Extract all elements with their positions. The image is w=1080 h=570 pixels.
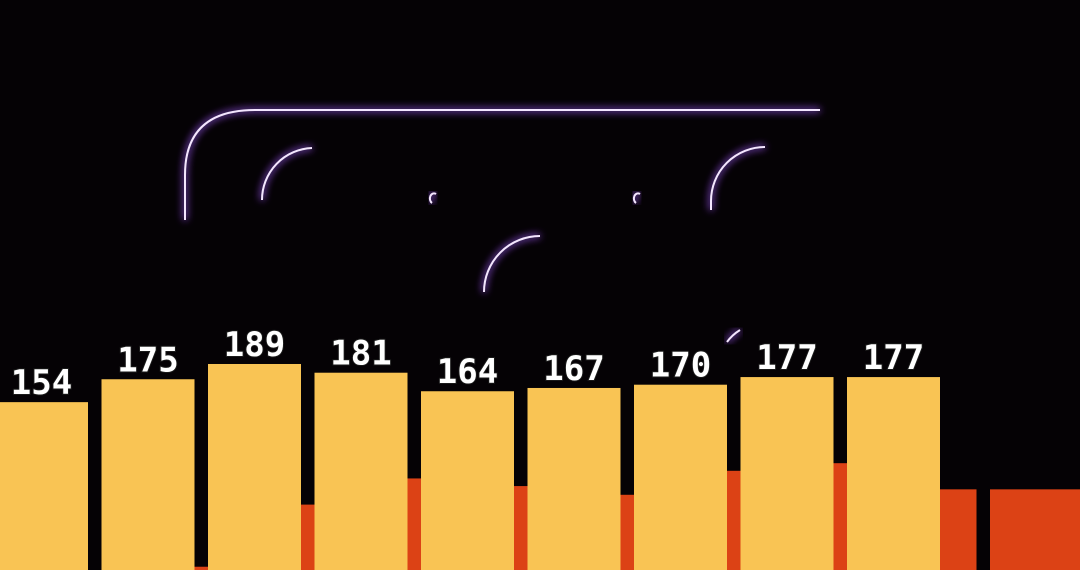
data-label-9: 177 bbox=[863, 338, 924, 378]
rink-faceoff-circle-right bbox=[710, 146, 766, 210]
hockey-rink-outline bbox=[184, 109, 820, 343]
data-label-2: 175 bbox=[117, 340, 178, 380]
data-label-1: 154 bbox=[11, 363, 72, 403]
front-bar-4 bbox=[314, 372, 408, 570]
front-bar-8 bbox=[740, 377, 834, 570]
front-bar-9 bbox=[847, 377, 940, 570]
data-label-8: 177 bbox=[756, 338, 817, 378]
front-bar-3 bbox=[208, 363, 301, 570]
data-label-3: 189 bbox=[224, 325, 285, 365]
data-labels: 154 175 189 181 164 167 170 177 177 bbox=[10, 324, 925, 404]
data-label-5: 164 bbox=[437, 352, 498, 392]
rink-faceoff-circle-center bbox=[483, 235, 541, 293]
rink-crease-arc bbox=[726, 329, 741, 343]
front-series bbox=[0, 363, 940, 570]
front-bar-5 bbox=[421, 391, 514, 570]
front-bar-6 bbox=[527, 387, 621, 570]
data-label-7: 170 bbox=[650, 346, 711, 386]
front-bar-1 bbox=[0, 402, 88, 570]
rink-faceoff-dot-right bbox=[632, 192, 641, 204]
front-bar-2 bbox=[101, 379, 195, 570]
data-label-4: 181 bbox=[330, 334, 391, 374]
rink-faceoff-dot-left bbox=[428, 192, 437, 204]
front-bar-7 bbox=[634, 384, 727, 570]
rink-boards bbox=[184, 109, 820, 220]
rink-faceoff-circle-left bbox=[261, 147, 313, 201]
data-label-6: 167 bbox=[543, 349, 604, 389]
back-bar-9 bbox=[990, 489, 1080, 570]
